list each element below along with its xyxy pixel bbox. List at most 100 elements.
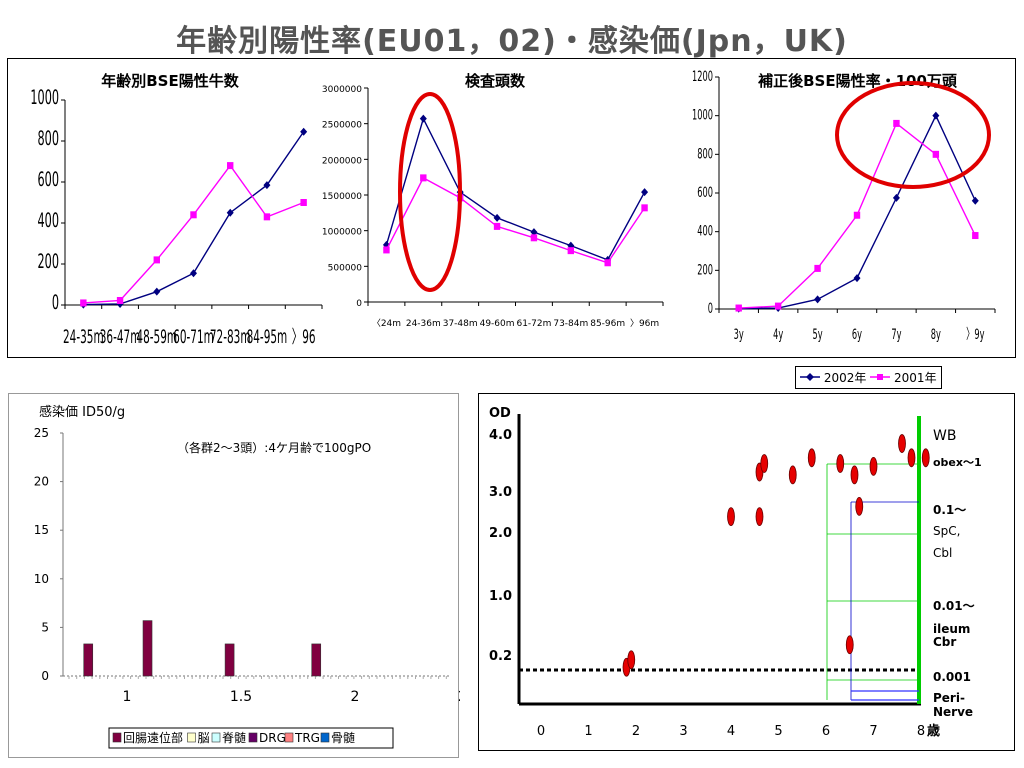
x-tick-label: 1.5 <box>230 689 252 705</box>
sample-label: Peri- <box>933 691 965 705</box>
x-tick-label: 7 <box>869 724 877 739</box>
sample-label: Nerve <box>933 705 973 719</box>
data-point-2001年 <box>814 264 821 272</box>
x-tick-label: 24-35m <box>63 326 104 348</box>
sample-label: 0.1～ <box>933 503 966 517</box>
data-point-2002年 <box>971 196 979 205</box>
x-tick-label: 1 <box>123 689 132 705</box>
data-point-2002年 <box>932 111 940 120</box>
y-tick-label: 3000000 <box>322 85 362 95</box>
data-point-2001年 <box>383 246 390 254</box>
y-tick-label: 1200 <box>692 68 713 85</box>
y-axis-label: OD <box>489 406 511 421</box>
x-tick-label: 6 <box>822 724 830 739</box>
x-tick-label: 72-83m <box>210 326 251 348</box>
x-tick-label: 〈24m <box>372 318 401 329</box>
y-tick-label: 1000 <box>692 106 713 123</box>
x-tick-label: 84-95m <box>247 326 288 348</box>
data-point-2001年 <box>604 259 611 267</box>
data-point <box>921 448 930 468</box>
legend-label: TRG <box>294 731 320 745</box>
x-tick-label: 8 <box>917 724 925 739</box>
y-tick-label: 2.0 <box>489 526 512 541</box>
chart-infectivity: 感染価 ID50/g（各群2～3頭）:4ケ月齢で100gPO0510152025… <box>34 404 775 749</box>
bar-segment-回腸遠位部 <box>224 643 235 677</box>
series-line-2001年 <box>385 176 646 264</box>
bar-segment-回腸遠位部 <box>142 620 153 677</box>
data-point-2001年 <box>774 302 782 310</box>
data-point-2001年 <box>567 247 575 255</box>
data-point-2002年 <box>493 213 501 222</box>
data-point-2002年 <box>226 208 234 217</box>
top-chart-panel <box>7 58 1016 358</box>
data-point-2001年 <box>263 213 271 221</box>
data-point <box>807 448 816 468</box>
data-point <box>755 507 764 526</box>
y-tick-label: 5 <box>41 620 49 634</box>
chart2-title: 検査頭数 <box>464 72 525 90</box>
data-point-2001年 <box>190 211 197 219</box>
x-tick-label: 6y <box>852 326 862 343</box>
series-line-2001年 <box>83 164 304 304</box>
chart-tested-count: 0 500000 1000000 1500000 2000000 2500000 30000… <box>322 85 664 329</box>
y-tick-label: 0 <box>356 299 362 309</box>
y-tick-label: 600 <box>697 184 713 201</box>
data-point-2002年 <box>530 228 538 237</box>
data-point-2001年 <box>116 296 124 304</box>
x-tick-label: 5 <box>774 724 782 739</box>
legend-label: 脊髄 <box>222 730 246 745</box>
data-point <box>855 496 864 516</box>
y-tick-label: 500000 <box>328 263 363 273</box>
data-point-2001年 <box>493 222 501 230</box>
data-point <box>907 448 916 468</box>
y-tick-label: 400 <box>38 209 59 232</box>
data-point <box>836 454 845 473</box>
data-point-2002年 <box>814 295 822 304</box>
legend-2002-marker <box>800 371 820 385</box>
sample-label: obex～1 <box>933 456 982 469</box>
legend-swatch <box>320 732 330 743</box>
legend-swatch <box>112 732 122 743</box>
sample-label: Cbl <box>933 546 952 560</box>
top-chart-legend: 2002年 2001年 <box>795 366 942 389</box>
data-point-2002年 <box>641 188 649 197</box>
chart3-title: 補正後BSE陽性率・100万頭 <box>758 72 957 90</box>
data-point-2001年 <box>853 211 861 219</box>
highlight-circle <box>398 92 462 292</box>
y-tick-label: 800 <box>697 145 713 162</box>
sample-label: ileum <box>933 622 970 636</box>
data-point <box>627 650 636 670</box>
legend-2001-label: 2001年 <box>894 371 937 385</box>
sample-label: 0.01～ <box>933 599 975 613</box>
y-tick-label: 0 <box>52 291 59 314</box>
sample-label: WB <box>933 428 956 444</box>
y-tick-label: 10 <box>34 572 49 586</box>
data-point <box>788 465 797 485</box>
legend-label: 回腸遠位部 <box>123 730 183 745</box>
data-point <box>898 434 906 453</box>
x-tick-label: 85-96m <box>590 319 625 329</box>
data-point <box>760 454 769 473</box>
data-point-2001年 <box>641 204 648 212</box>
x-tick-label: 2.5 <box>458 689 460 705</box>
chart-annotation: （各群2～3頭）:4ケ月齢で100gPO <box>177 440 371 455</box>
data-point-2002年 <box>853 274 861 283</box>
x-tick-label: 7y <box>891 326 901 343</box>
x-tick-label: 5y <box>813 326 823 343</box>
x-tick-label: 8y <box>931 326 941 343</box>
x-tick-label: 3 <box>679 724 687 739</box>
x-tick-label: 〉96 <box>292 326 316 348</box>
x-tick-label: 〉9y <box>966 326 984 343</box>
y-tick-label: 600 <box>38 168 59 191</box>
x-tick-label: 1 <box>584 724 592 739</box>
legend-2002-label: 2002年 <box>823 371 867 385</box>
y-tick-label: 3.0 <box>489 485 512 500</box>
x-tick-label: 24-36m <box>406 319 441 329</box>
y-tick-label: 400 <box>697 222 713 239</box>
chart-corrected-rate: 0 200 400 600 800 1000 1200 3y 4y 5y 6y 7y 8y 〉9y <box>692 68 996 343</box>
legend-label: 脳 <box>198 731 210 745</box>
y-tick-label: 25 <box>34 426 49 440</box>
y-tick-label: 2000000 <box>322 156 362 166</box>
data-point-2002年 <box>190 269 197 278</box>
y-tick-label: 0.2 <box>489 649 512 664</box>
